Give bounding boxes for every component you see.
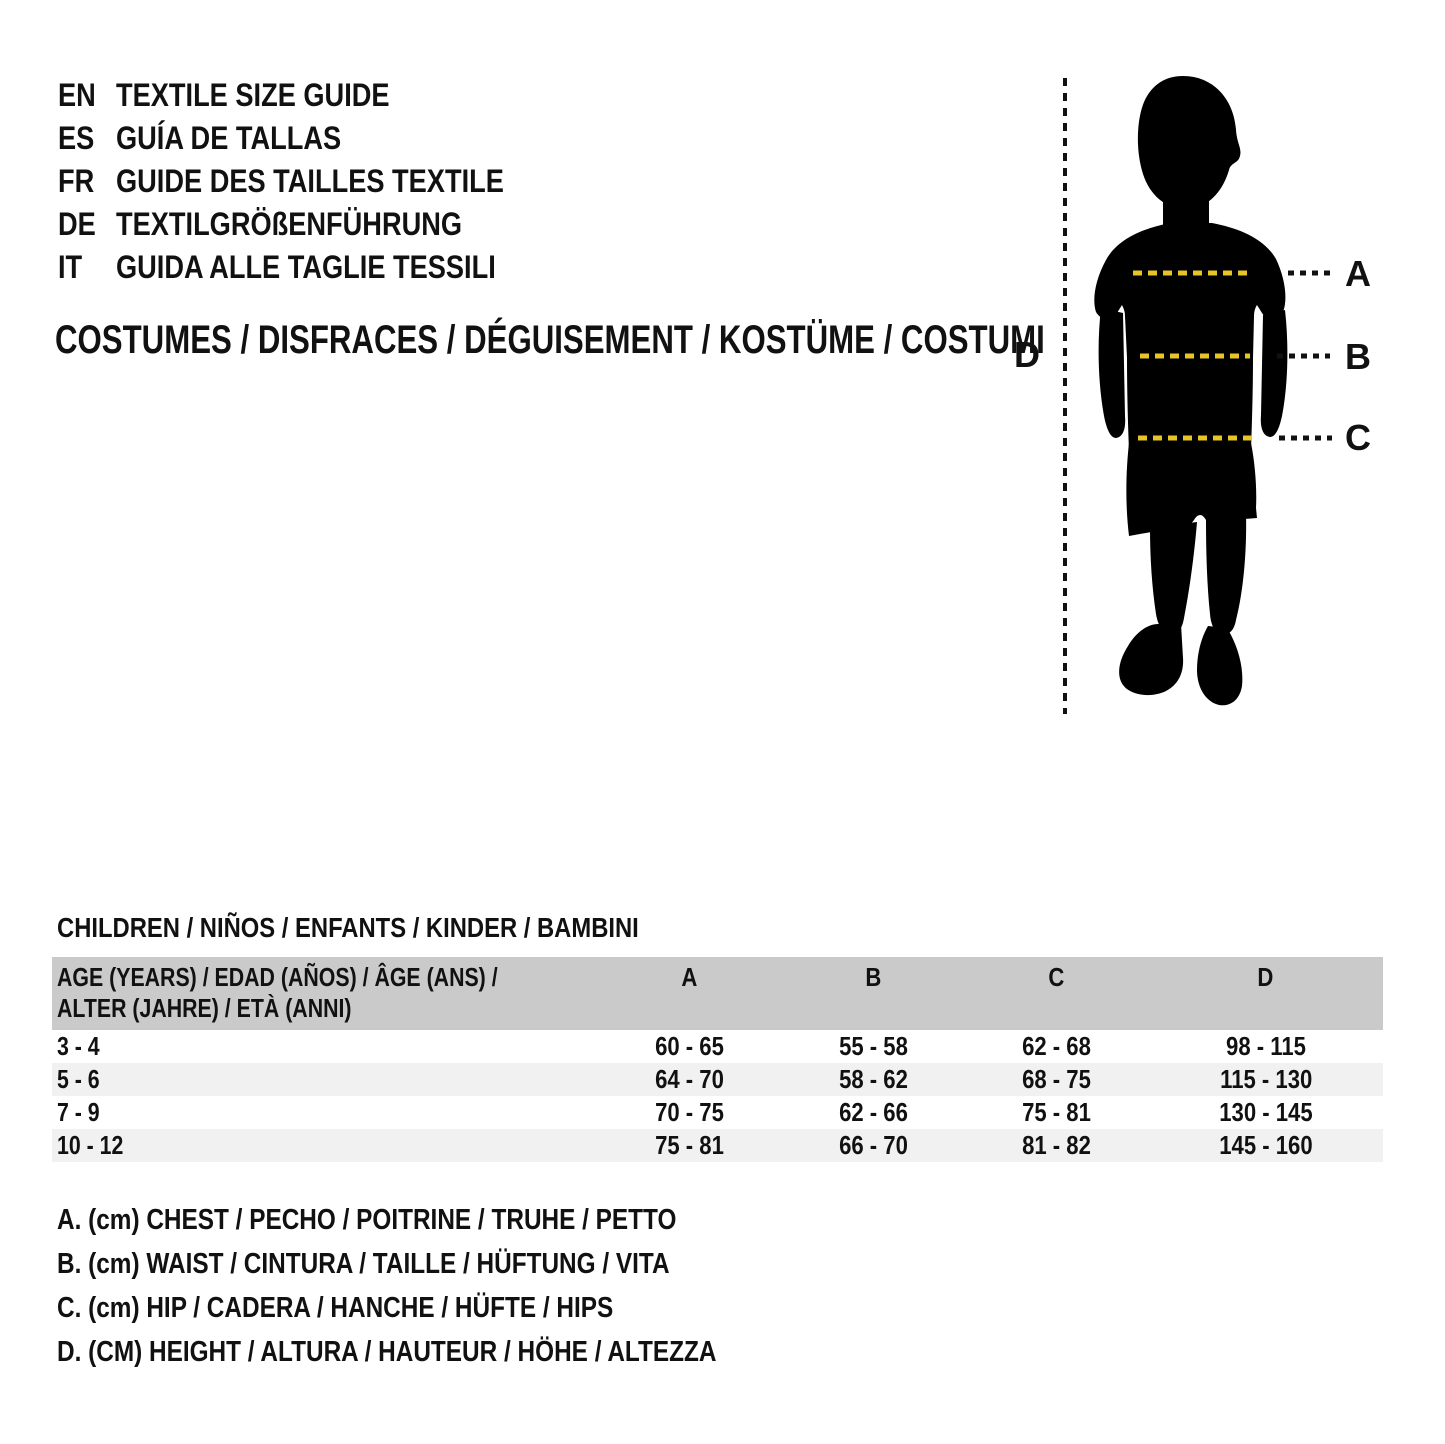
measurement-legend: A. (cm) CHEST / PECHO / POITRINE / TRUHE… xyxy=(57,1198,842,1374)
language-code: ES xyxy=(58,120,95,156)
table-row: 7 - 9 70 - 75 62 - 66 75 - 81 130 - 145 xyxy=(52,1096,1383,1129)
legend-hip: C. (cm) HIP / CADERA / HANCHE / HÜFTE / … xyxy=(57,1291,614,1324)
hip-cell: 68 - 75 xyxy=(1022,1064,1092,1094)
language-title: TEXTILGRÖßENFÜHRUNG xyxy=(116,206,463,242)
waist-cell: 55 - 58 xyxy=(838,1031,908,1061)
chest-cell: 70 - 75 xyxy=(655,1097,724,1127)
height-cell: 115 - 130 xyxy=(1219,1064,1312,1094)
silhouette-right-shoe xyxy=(1197,626,1243,706)
silhouette-left-arm xyxy=(1098,308,1126,438)
table-row: 5 - 6 64 - 70 58 - 62 68 - 75 115 - 130 xyxy=(52,1063,1383,1096)
category-heading: COSTUMES / DISFRACES / DÉGUISEMENT / KOS… xyxy=(55,318,1045,362)
height-cell: 98 - 115 xyxy=(1225,1031,1306,1061)
silhouette-shorts xyxy=(1126,443,1257,536)
hip-cell: 75 - 81 xyxy=(1022,1097,1092,1127)
language-code: DE xyxy=(58,206,96,242)
column-header-b: B xyxy=(781,957,966,1030)
language-title: GUIDE DES TAILLES TEXTILE xyxy=(116,163,504,199)
column-header-a: A xyxy=(597,957,782,1030)
language-row-en: EN TEXTILE SIZE GUIDE xyxy=(58,74,572,117)
waist-cell: 66 - 70 xyxy=(838,1130,908,1160)
silhouette-head xyxy=(1137,76,1241,210)
height-cell: 145 - 160 xyxy=(1219,1130,1313,1160)
legend-chest: A. (cm) CHEST / PECHO / POITRINE / TRUHE… xyxy=(57,1203,677,1236)
table-row: 10 - 12 75 - 81 66 - 70 81 - 82 145 - 16… xyxy=(52,1129,1383,1162)
child-silhouette-icon xyxy=(1094,76,1288,706)
column-header-c: C xyxy=(965,957,1149,1030)
hip-cell: 62 - 68 xyxy=(1022,1031,1092,1061)
measurement-figure: D A B C xyxy=(1014,76,1371,714)
waist-label: B xyxy=(1345,336,1371,377)
waist-cell: 58 - 62 xyxy=(838,1064,908,1094)
language-title: GUÍA DE TALLAS xyxy=(116,120,342,156)
chest-label: A xyxy=(1345,253,1371,294)
language-code: FR xyxy=(58,163,95,199)
column-header-d: D xyxy=(1148,957,1383,1030)
waist-cell: 62 - 66 xyxy=(838,1097,908,1127)
language-title: GUIDA ALLE TAGLIE TESSILI xyxy=(116,249,496,285)
chest-cell: 60 - 65 xyxy=(655,1031,724,1061)
silhouette-torso xyxy=(1094,223,1286,450)
section-heading-children: CHILDREN / NIÑOS / ENFANTS / KINDER / BA… xyxy=(57,912,639,943)
language-code: EN xyxy=(58,77,96,113)
language-code: IT xyxy=(58,249,83,285)
hip-cell: 81 - 82 xyxy=(1022,1130,1092,1160)
language-row-it: IT GUIDA ALLE TAGLIE TESSILI xyxy=(58,246,572,289)
chest-cell: 64 - 70 xyxy=(655,1064,724,1094)
silhouette-right-arm xyxy=(1260,310,1288,437)
chest-cell: 75 - 81 xyxy=(655,1130,724,1160)
language-row-es: ES GUÍA DE TALLAS xyxy=(58,117,572,160)
table-header-row: AGE (YEARS) / EDAD (AÑOS) / ÂGE (ANS) / … xyxy=(52,957,1383,1030)
height-label: D xyxy=(1014,334,1040,375)
silhouette-right-leg xyxy=(1206,514,1247,635)
legend-waist: B. (cm) WAIST / CINTURA / TAILLE / HÜFTU… xyxy=(57,1247,670,1280)
size-table: AGE (YEARS) / EDAD (AÑOS) / ÂGE (ANS) / … xyxy=(52,957,1383,1162)
age-cell: 3 - 4 xyxy=(57,1031,100,1061)
age-cell: 10 - 12 xyxy=(57,1130,124,1160)
silhouette-left-leg xyxy=(1150,522,1197,635)
age-cell: 5 - 6 xyxy=(57,1064,100,1094)
language-list: EN TEXTILE SIZE GUIDE ES GUÍA DE TALLAS … xyxy=(58,74,572,289)
language-row-fr: FR GUIDE DES TAILLES TEXTILE xyxy=(58,160,572,203)
age-column-header: AGE (YEARS) / EDAD (AÑOS) / ÂGE (ANS) / … xyxy=(52,957,598,1030)
legend-height: D. (CM) HEIGHT / ALTURA / HAUTEUR / HÖHE… xyxy=(57,1335,717,1368)
language-row-de: DE TEXTILGRÖßENFÜHRUNG xyxy=(58,203,572,246)
height-cell: 130 - 145 xyxy=(1219,1097,1313,1127)
hip-label: C xyxy=(1345,417,1371,458)
table-row: 3 - 4 60 - 65 55 - 58 62 - 68 98 - 115 xyxy=(52,1030,1383,1063)
silhouette-left-shoe xyxy=(1119,624,1184,696)
age-cell: 7 - 9 xyxy=(57,1097,100,1127)
language-title: TEXTILE SIZE GUIDE xyxy=(116,77,390,113)
